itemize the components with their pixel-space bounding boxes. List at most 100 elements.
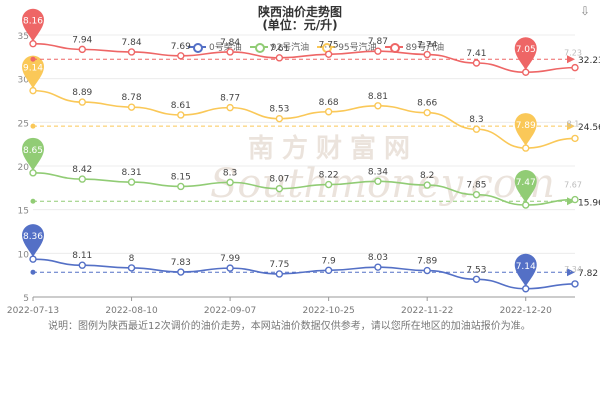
chart-note: 说明：图例为陕西最近12次调价的油价走势，本网站油价数据仅供参考，请以您所在地区… bbox=[48, 321, 531, 332]
x-tick-label: 2022-08-10 bbox=[105, 306, 158, 316]
data-label: 7.67 bbox=[564, 181, 582, 190]
data-point bbox=[127, 264, 136, 272]
data-point bbox=[423, 108, 431, 117]
data-point bbox=[571, 195, 579, 204]
data-label: 7.84 bbox=[122, 38, 142, 48]
average-arrow-icon bbox=[567, 122, 575, 131]
data-point bbox=[472, 275, 481, 283]
average-arrow-icon bbox=[567, 268, 575, 277]
max-marker-label: 8.16 bbox=[23, 17, 43, 27]
data-label: 7.75 bbox=[269, 260, 289, 270]
data-point bbox=[324, 108, 333, 116]
data-point bbox=[472, 190, 481, 199]
data-point bbox=[127, 103, 136, 111]
series-line bbox=[32, 42, 576, 74]
data-label: 8.22 bbox=[319, 171, 339, 181]
data-point bbox=[571, 280, 579, 288]
data-point bbox=[423, 266, 431, 275]
max-marker-pin-icon bbox=[22, 55, 44, 89]
data-point bbox=[127, 178, 136, 186]
min-marker-label: 7.14 bbox=[516, 262, 536, 272]
data-label: 7.84 bbox=[220, 38, 240, 48]
data-label: 8.11 bbox=[72, 251, 92, 261]
y-tick-label: 25 bbox=[18, 119, 29, 129]
data-point bbox=[177, 52, 185, 60]
legend-marker-icon bbox=[188, 42, 206, 53]
min-marker-label: 7.89 bbox=[516, 121, 536, 131]
legend-label: 95号汽油 bbox=[338, 43, 377, 53]
data-point bbox=[324, 50, 333, 58]
data-point bbox=[324, 266, 333, 275]
data-label: 8.15 bbox=[171, 172, 191, 182]
y-tick-label: 35 bbox=[18, 32, 29, 42]
data-label: 7.89 bbox=[417, 257, 437, 267]
data-point bbox=[78, 261, 86, 269]
data-label: 7.99 bbox=[220, 254, 240, 264]
legend-label: 92号汽油 bbox=[270, 43, 310, 53]
data-point bbox=[324, 180, 333, 189]
data-label: 7.61 bbox=[269, 44, 289, 54]
data-label: 8.78 bbox=[122, 93, 142, 103]
x-tick-label: 2022-10-25 bbox=[302, 306, 354, 316]
data-label: 7.75 bbox=[319, 40, 339, 50]
data-point bbox=[571, 63, 579, 72]
min-marker-label: 7.47 bbox=[516, 178, 536, 188]
data-point bbox=[423, 181, 431, 189]
data-label: 8.1 bbox=[567, 119, 580, 128]
x-tick-label: 2022-09-07 bbox=[204, 306, 256, 316]
average-start-marker bbox=[30, 56, 36, 62]
data-point bbox=[78, 98, 86, 106]
data-label: 8.07 bbox=[269, 175, 289, 185]
download-icon[interactable]: ⇩ bbox=[579, 4, 591, 18]
max-marker-label: 9.14 bbox=[23, 64, 43, 74]
data-label: 8.3 bbox=[469, 115, 483, 125]
data-label: 7.85 bbox=[466, 181, 486, 191]
data-label: 8.89 bbox=[72, 88, 92, 98]
legend-marker-icon bbox=[249, 42, 268, 53]
max-marker-pin-icon bbox=[22, 8, 44, 42]
data-label: 8.77 bbox=[220, 94, 240, 104]
data-label: 8.53 bbox=[269, 105, 289, 115]
data-point bbox=[177, 111, 185, 119]
data-label: 7.87 bbox=[368, 37, 388, 47]
data-point bbox=[423, 50, 431, 59]
data-label: 7.74 bbox=[417, 41, 437, 51]
data-label: 7.34 bbox=[564, 265, 582, 274]
chart-subtitle: (单位：元/升) bbox=[262, 18, 338, 32]
legend-item-series-0[interactable]: 0号柴油 bbox=[188, 40, 242, 53]
data-label: 8.2 bbox=[420, 171, 434, 181]
average-start-marker bbox=[30, 269, 36, 275]
y-tick-label: 15 bbox=[18, 207, 29, 217]
data-point bbox=[374, 47, 382, 55]
average-arrow-icon bbox=[567, 55, 575, 64]
data-point bbox=[226, 178, 234, 187]
data-point bbox=[275, 270, 284, 278]
average-label: 32.23 bbox=[578, 56, 600, 66]
data-point bbox=[226, 48, 234, 56]
data-point bbox=[177, 268, 185, 276]
data-label: 8.68 bbox=[319, 98, 339, 108]
legend-label: 89号汽油 bbox=[405, 43, 445, 53]
data-point bbox=[226, 103, 234, 112]
max-marker-pin-icon bbox=[22, 137, 44, 171]
data-point bbox=[177, 182, 185, 191]
data-point bbox=[374, 102, 382, 110]
series-line bbox=[32, 89, 576, 149]
data-label: 7.69 bbox=[171, 42, 191, 52]
legend-item-series-1[interactable]: 92号汽油 bbox=[249, 40, 310, 53]
max-marker-label: 8.36 bbox=[23, 232, 43, 242]
data-point bbox=[472, 59, 481, 67]
data-label: 8.81 bbox=[368, 92, 388, 102]
data-point bbox=[374, 263, 382, 271]
max-marker-pin-icon bbox=[22, 224, 44, 258]
data-point bbox=[571, 134, 579, 143]
data-label: 8.34 bbox=[368, 167, 388, 177]
data-label: 7.41 bbox=[466, 49, 486, 59]
data-label: 8.31 bbox=[122, 168, 142, 178]
data-point bbox=[472, 125, 481, 133]
data-point bbox=[275, 114, 284, 123]
min-marker-label: 7.05 bbox=[516, 45, 536, 55]
data-label: 7.83 bbox=[171, 258, 191, 268]
data-label: 8.66 bbox=[417, 99, 437, 109]
